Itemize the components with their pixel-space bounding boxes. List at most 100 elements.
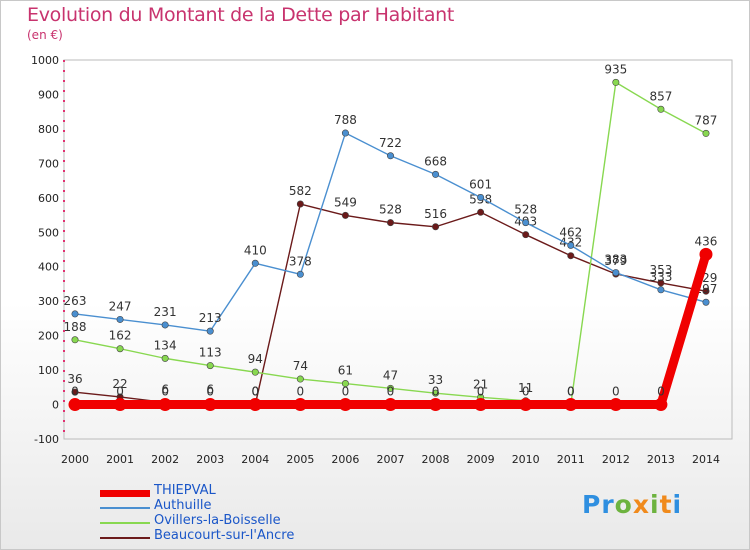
data-label: 0 (432, 385, 440, 399)
data-label: 247 (109, 299, 132, 313)
data-point (158, 398, 172, 412)
data-point (702, 298, 710, 306)
data-point (206, 327, 214, 335)
data-point (71, 310, 79, 318)
data-point (477, 208, 485, 216)
y-tick-label: -100 (34, 433, 59, 446)
data-label: 383 (604, 253, 627, 267)
logo-letter: r (601, 490, 615, 519)
series-line (74, 132, 707, 332)
x-tick-label: 2014 (692, 453, 720, 466)
data-label: 0 (522, 385, 530, 399)
y-tick-label: 200 (38, 330, 59, 343)
data-label: 94 (248, 352, 263, 366)
data-point (71, 388, 79, 396)
data-point (251, 368, 259, 376)
data-label: 528 (514, 203, 537, 217)
data-point (71, 336, 79, 344)
data-point (522, 231, 530, 239)
legend-swatch (100, 522, 150, 524)
data-label: 0 (71, 385, 79, 399)
x-tick-label: 2008 (422, 453, 450, 466)
data-label: 113 (199, 346, 222, 360)
data-label: 6 (206, 382, 214, 396)
x-tick-label: 2001 (106, 453, 134, 466)
series-line (74, 81, 707, 406)
data-point (296, 200, 304, 208)
data-point (522, 219, 530, 227)
data-label: 379 (604, 254, 627, 268)
data-point (474, 398, 488, 412)
data-label: 528 (379, 203, 402, 217)
y-tick-label: 800 (38, 123, 59, 136)
x-tick-label: 2011 (557, 453, 585, 466)
legend-label: Beaucourt-sur-l'Ancre (154, 528, 295, 543)
data-label: 857 (649, 89, 672, 103)
data-label: 0 (567, 385, 575, 399)
data-label: 0 (116, 385, 124, 399)
data-point (68, 398, 82, 412)
x-tick-label: 2004 (241, 453, 269, 466)
data-point (383, 398, 397, 412)
data-label: 263 (64, 294, 87, 308)
unit-label: (en €) (27, 28, 63, 42)
y-tick-label: 0 (52, 399, 59, 412)
legend-swatch (100, 507, 150, 509)
x-tick-label: 2003 (196, 453, 224, 466)
logo-letter: i (650, 490, 660, 519)
data-label: 11 (518, 381, 533, 395)
data-label: 0 (251, 385, 259, 399)
data-point (654, 398, 668, 412)
data-label: 6 (161, 382, 169, 396)
y-tick-label: 600 (38, 192, 59, 205)
data-point (248, 398, 262, 412)
x-tick-label: 2012 (602, 453, 630, 466)
data-label: 74 (293, 359, 308, 373)
series-authuille: 263 247 231 2134103787887226686015284623833… (64, 113, 717, 335)
data-label: 0 (342, 385, 350, 399)
proxiti-logo: Proxiti (582, 490, 682, 519)
data-label: 582 (289, 184, 312, 198)
data-point (432, 170, 440, 178)
data-point (657, 105, 665, 113)
data-label: 601 (469, 177, 492, 191)
data-label: 0 (387, 385, 395, 399)
x-tick-label: 2002 (151, 453, 179, 466)
y-tick-label: 700 (38, 157, 59, 170)
data-label: 378 (289, 254, 312, 268)
legend-label: Ovillers-la-Boisselle (154, 513, 281, 528)
data-label: 722 (379, 136, 402, 150)
data-point (341, 129, 349, 137)
data-label: 333 (649, 270, 672, 284)
data-label: 213 (199, 311, 222, 325)
data-label: 353 (649, 263, 672, 277)
data-point (519, 398, 533, 412)
data-label: 462 (559, 225, 582, 239)
data-label: 188 (64, 320, 87, 334)
data-label: 549 (334, 195, 357, 209)
legend-label: THIEPVAL (154, 483, 216, 498)
data-point (341, 380, 349, 388)
data-label: 788 (334, 113, 357, 127)
data-point (432, 223, 440, 231)
logo-letter: t (659, 490, 673, 519)
legend-swatch (100, 537, 150, 539)
data-point (564, 398, 578, 412)
data-label: 21 (473, 377, 488, 391)
series-thiepval: 0 0 0 0 0 0 0 0 0 0 0 0 0 0 436 (68, 234, 717, 412)
logo-letter: P (582, 490, 602, 519)
data-point (386, 219, 394, 227)
data-point (296, 270, 304, 278)
data-label: 668 (424, 154, 447, 168)
data-label: 162 (109, 329, 132, 343)
y-tick-label: 300 (38, 295, 59, 308)
data-point (609, 398, 623, 412)
data-point (386, 152, 394, 160)
data-label: 0 (657, 385, 665, 399)
data-point (386, 384, 394, 392)
data-point (702, 129, 710, 137)
data-label: 33 (428, 373, 443, 387)
